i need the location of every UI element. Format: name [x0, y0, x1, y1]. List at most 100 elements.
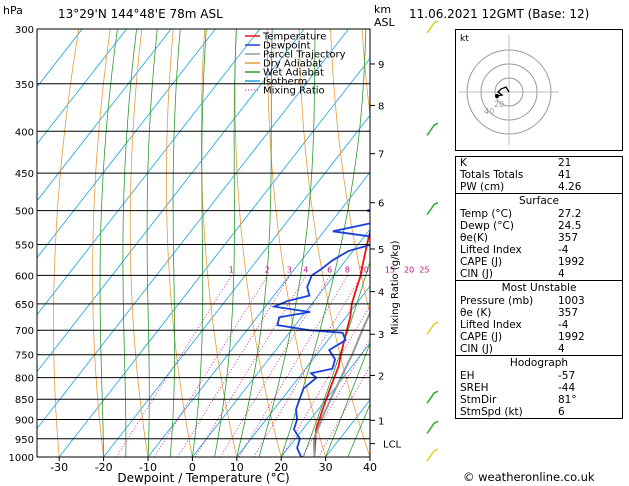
index-label: CIN (J): [460, 268, 493, 280]
indices-top-rows: K 21 Totals Totals 41 PW (cm) 4.26: [456, 157, 622, 193]
isotherm-line: [236, 285, 370, 457]
x-tick-label: -20: [95, 461, 113, 474]
index-label: Lifted Index: [460, 319, 522, 331]
wind-barb: [426, 390, 439, 404]
datetime-title: 11.06.2021 12GMT (Base: 12): [409, 7, 590, 21]
km-tick-label: 3: [378, 330, 384, 341]
km-tick-label: 2: [378, 371, 384, 382]
x-tick-label: -10: [139, 461, 157, 474]
pressure-tick-label: 550: [15, 240, 34, 251]
dry-adiabat-line: [92, 29, 111, 457]
km-tick-label: 7: [378, 150, 384, 161]
mixing-ratio-line: [177, 275, 291, 457]
index-value: -4: [558, 244, 569, 256]
legend-label: Isotherm: [263, 77, 307, 88]
index-row: Totals Totals 41: [456, 169, 622, 181]
index-value: 1992: [558, 256, 585, 268]
pressure-tick-label: 400: [15, 127, 34, 138]
index-value: -57: [558, 370, 576, 382]
index-row: θe (K) 357: [456, 307, 622, 319]
index-label: θe(K): [460, 232, 488, 244]
index-label: EH: [460, 370, 475, 382]
hodo-unit: kt: [460, 34, 469, 44]
index-value: -44: [558, 382, 576, 394]
hodograph-plot: kt 40 20: [459, 34, 559, 145]
mixing-ratio-label: 4: [303, 265, 308, 274]
isotherm-line: [58, 57, 370, 457]
pressure-tick-label: 850: [15, 395, 34, 406]
x-tick-label: 30: [319, 461, 333, 474]
pressure-tick-label: 750: [15, 351, 34, 362]
x-tick-label: 40: [363, 461, 377, 474]
index-row: θe(K) 357: [456, 232, 622, 244]
index-label: Temp (°C): [460, 208, 513, 220]
wet-adiabat-line: [325, 342, 370, 457]
isotherm-line: [103, 114, 370, 457]
dry-adiabat-line: [53, 29, 80, 457]
plot-area: [37, 29, 370, 457]
index-row: CAPE (J) 1992: [456, 256, 622, 268]
wet-adiabat-line: [122, 29, 137, 457]
wet-adiabat-line: [169, 29, 181, 457]
km-tick-label: LCL: [383, 440, 402, 451]
x-tick-label: 10: [230, 461, 244, 474]
pressure-tick-label: 650: [15, 300, 34, 311]
index-label: SREH: [460, 382, 489, 394]
index-row: Dewp (°C) 24.5: [456, 220, 622, 232]
pressure-tick-label: 1000: [9, 453, 34, 464]
index-label: θe (K): [460, 307, 492, 319]
mixing-ratio-label: 2: [265, 265, 270, 274]
index-label: StmDir: [460, 394, 497, 406]
x-tick-label: 20: [274, 461, 288, 474]
index-label: Dewp (°C): [460, 220, 514, 232]
index-row: CIN (J) 4: [456, 268, 622, 280]
index-value: -4: [558, 319, 569, 331]
mixing-ratio-line: [194, 275, 307, 457]
index-value: 24.5: [558, 220, 582, 232]
dry-adiabat-line: [200, 29, 238, 457]
most-unstable-title: Most Unstable: [456, 280, 622, 295]
index-label: Pressure (mb): [460, 295, 534, 307]
mixing-ratio-label: 10: [359, 265, 369, 274]
pressure-unit-label: hPa: [3, 4, 23, 17]
index-value: 4.26: [558, 181, 582, 193]
wind-barb: [426, 20, 439, 34]
mixing-ratio-label: 3: [287, 265, 292, 274]
hodograph-panel: kt 40 20: [455, 29, 623, 151]
index-row: Lifted Index -4: [456, 244, 622, 256]
legend-label: Dry Adiabat: [263, 59, 322, 70]
index-value: 357: [558, 232, 579, 244]
x-axis-label: Dewpoint / Temperature (°C): [117, 471, 289, 485]
hodo-storm-motion: [495, 94, 499, 98]
pressure-tick-label: 450: [15, 169, 34, 180]
index-label: CAPE (J): [460, 331, 503, 343]
series-dewpoint: [270, 209, 370, 457]
index-value: 357: [558, 307, 579, 319]
hodograph-title: Hodograph: [456, 355, 622, 370]
km-tick-label: 8: [378, 101, 384, 112]
isotherm-line: [37, 29, 349, 430]
legend-label: Parcel Trajectory: [263, 50, 346, 61]
index-row: Pressure (mb) 1003: [456, 295, 622, 307]
index-value: 6: [558, 406, 565, 418]
x-tick-label: -30: [50, 461, 68, 474]
isotherm-line: [147, 171, 370, 457]
index-label: CIN (J): [460, 343, 493, 355]
dry-adiabat-line: [166, 29, 193, 457]
isotherm-line: [37, 29, 83, 88]
pressure-tick-label: 900: [15, 416, 34, 427]
wind-barb: [426, 122, 439, 136]
index-value: 27.2: [558, 208, 582, 220]
isotherm-line: [37, 29, 127, 145]
pressure-tick-label: 600: [15, 271, 34, 282]
pressure-tick-label: 350: [15, 80, 34, 91]
index-label: K: [460, 157, 467, 169]
series-parcel-trajectory: [312, 310, 370, 457]
index-value: 21: [558, 157, 572, 169]
index-value: 4: [558, 343, 565, 355]
pressure-tick-label: 700: [15, 326, 34, 337]
pressure-tick-label: 800: [15, 374, 34, 385]
legend-label: Mixing Ratio: [263, 86, 325, 97]
index-label: PW (cm): [460, 181, 505, 193]
